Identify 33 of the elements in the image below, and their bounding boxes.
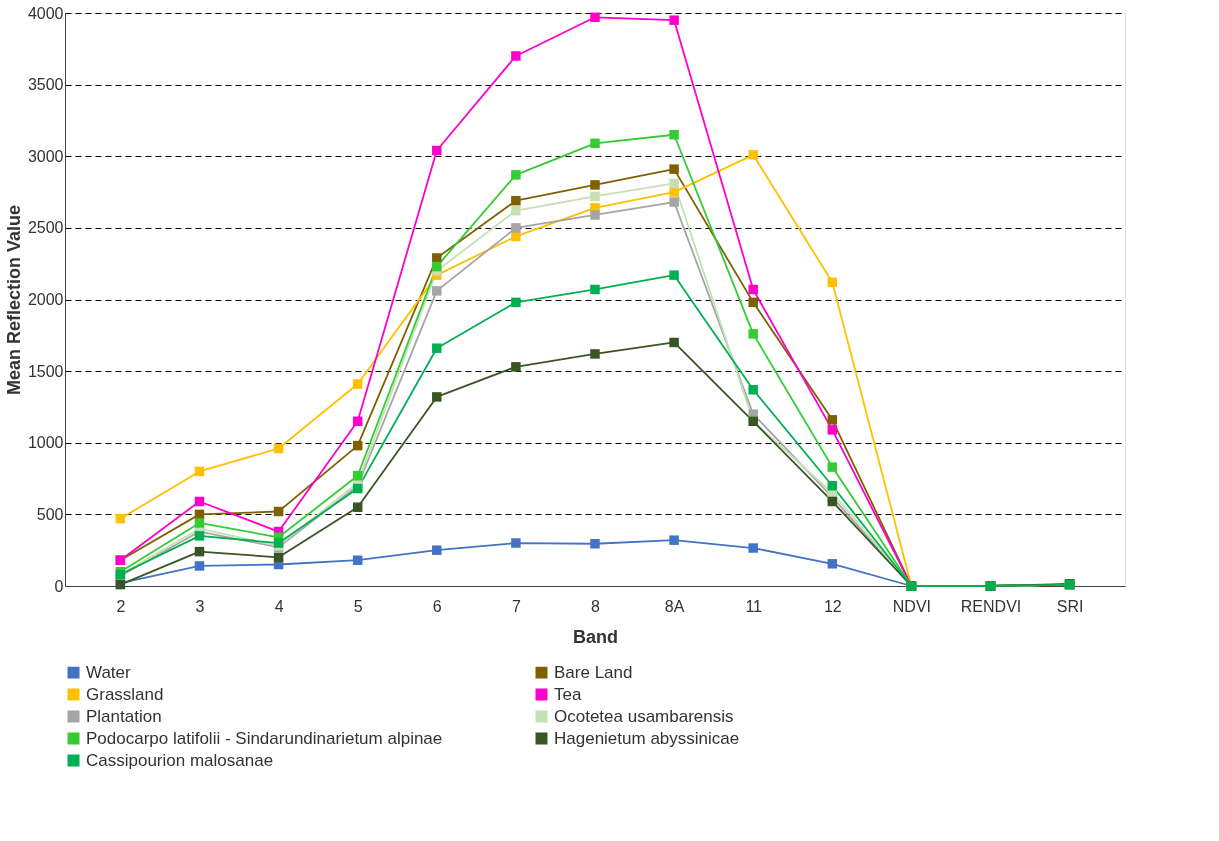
legend-label: Podocarpo latifolii - Sindarundinarietum alpinae	[86, 728, 443, 748]
legend-label: Grassland	[86, 684, 164, 704]
y-tick-label: 0	[54, 577, 64, 595]
y-tick-label: 500	[36, 505, 64, 523]
legend-label: Hagenietum abyssinicae	[554, 728, 740, 748]
y-tick-label: 2000	[27, 291, 64, 308]
x-tick-label: 6	[432, 597, 442, 615]
legend-label: Ocotetea usambarensis	[554, 706, 734, 726]
x-tick-label: 3	[195, 597, 205, 615]
x-tick-label: 12	[823, 597, 842, 615]
y-tick-label: 1500	[27, 362, 64, 380]
y-tick-label: 4000	[27, 4, 64, 22]
x-tick-label: 4	[274, 597, 284, 615]
x-tick-label: 11	[745, 597, 763, 615]
x-tick-label: RENDVI	[960, 597, 1022, 615]
x-tick-label: SRI	[1056, 597, 1084, 615]
y-axis-title: Mean Reflection Value	[3, 204, 24, 396]
x-tick-label: 7	[511, 597, 521, 615]
y-tick-label: 3500	[27, 76, 64, 94]
y-tick-label: 2500	[27, 219, 64, 237]
legend-label: Water	[86, 662, 132, 682]
y-tick-label: 1000	[27, 434, 64, 452]
x-tick-label: 8	[591, 597, 601, 615]
x-tick-label: 8A	[664, 597, 685, 615]
x-tick-label: NDVI	[892, 597, 932, 615]
legend-label: Tea	[554, 684, 582, 704]
x-tick-label: 2	[116, 597, 126, 615]
x-axis-title: Band	[573, 626, 618, 647]
legend-label: Cassipourion malosanae	[86, 750, 274, 770]
y-tick-label: 3000	[27, 147, 64, 165]
legend-label: Bare Land	[554, 662, 633, 682]
legend-label: Plantation	[86, 706, 162, 726]
x-tick-label: 5	[353, 597, 363, 615]
